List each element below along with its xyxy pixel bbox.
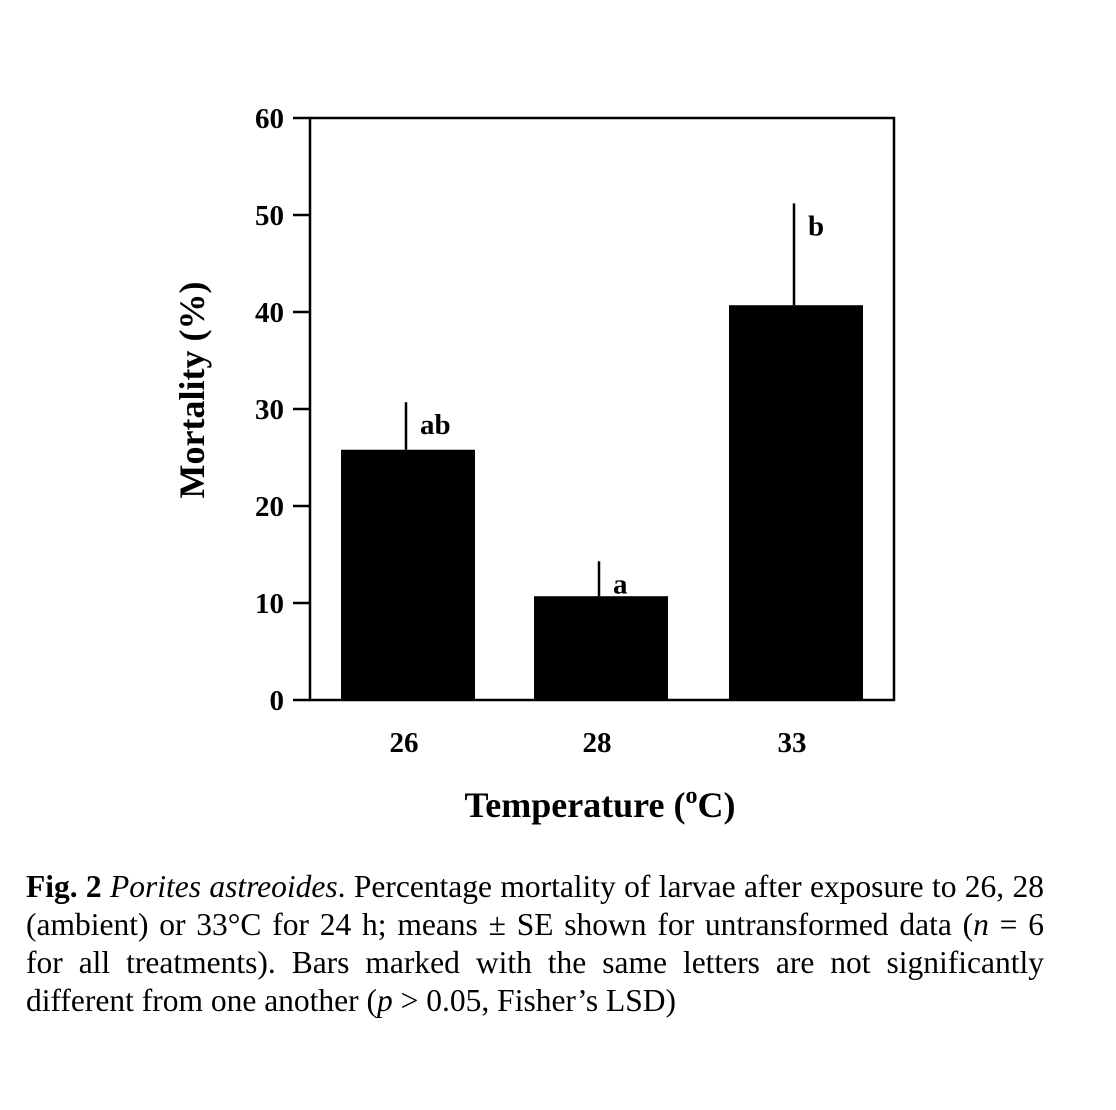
x-tick-label: 28 <box>583 727 612 759</box>
n-variable: n <box>973 907 989 942</box>
bars <box>341 305 863 700</box>
bar <box>341 449 475 700</box>
x-axis-label: Temperature (oC) <box>465 783 736 825</box>
significance-letter: ab <box>420 409 451 441</box>
x-axis-label-degree: o <box>685 783 697 809</box>
error-bars <box>404 203 796 597</box>
y-tick-label: 40 <box>255 297 284 329</box>
y-tick-label: 60 <box>255 103 284 135</box>
figure-number: Fig. 2 <box>26 869 102 904</box>
figure-caption: Fig. 2 Porites astreoides. Percentage mo… <box>26 868 1044 1020</box>
species-name: Porites astreoides <box>110 869 338 904</box>
x-axis-label-pre: Temperature ( <box>465 785 686 825</box>
caption-text-2: = 6 for all treatments). Bars marked wit… <box>26 907 1044 1018</box>
x-tick-label: 26 <box>390 727 419 759</box>
p-variable: p <box>377 983 393 1018</box>
significance-letter: b <box>808 210 824 242</box>
x-axis-label-post: C) <box>697 785 735 825</box>
y-tick-label: 20 <box>255 491 284 523</box>
caption-text-1: . Percentage mortality of larvae after e… <box>26 869 1044 942</box>
y-axis: 0 10 20 30 40 50 60 <box>255 103 310 717</box>
y-axis-label: Mortality (%) <box>172 282 212 499</box>
caption-text-3: > 0.05, Fisher’s LSD) <box>392 983 676 1018</box>
significance-letter: a <box>613 568 628 600</box>
bar <box>729 305 863 700</box>
y-tick-label: 50 <box>255 200 284 232</box>
y-tick-label: 10 <box>255 588 284 620</box>
x-tick-label: 33 <box>778 727 807 759</box>
bar <box>534 596 668 700</box>
y-tick-label: 0 <box>270 685 285 717</box>
y-tick-label: 30 <box>255 394 284 426</box>
x-axis: 26 28 33 <box>390 727 807 759</box>
